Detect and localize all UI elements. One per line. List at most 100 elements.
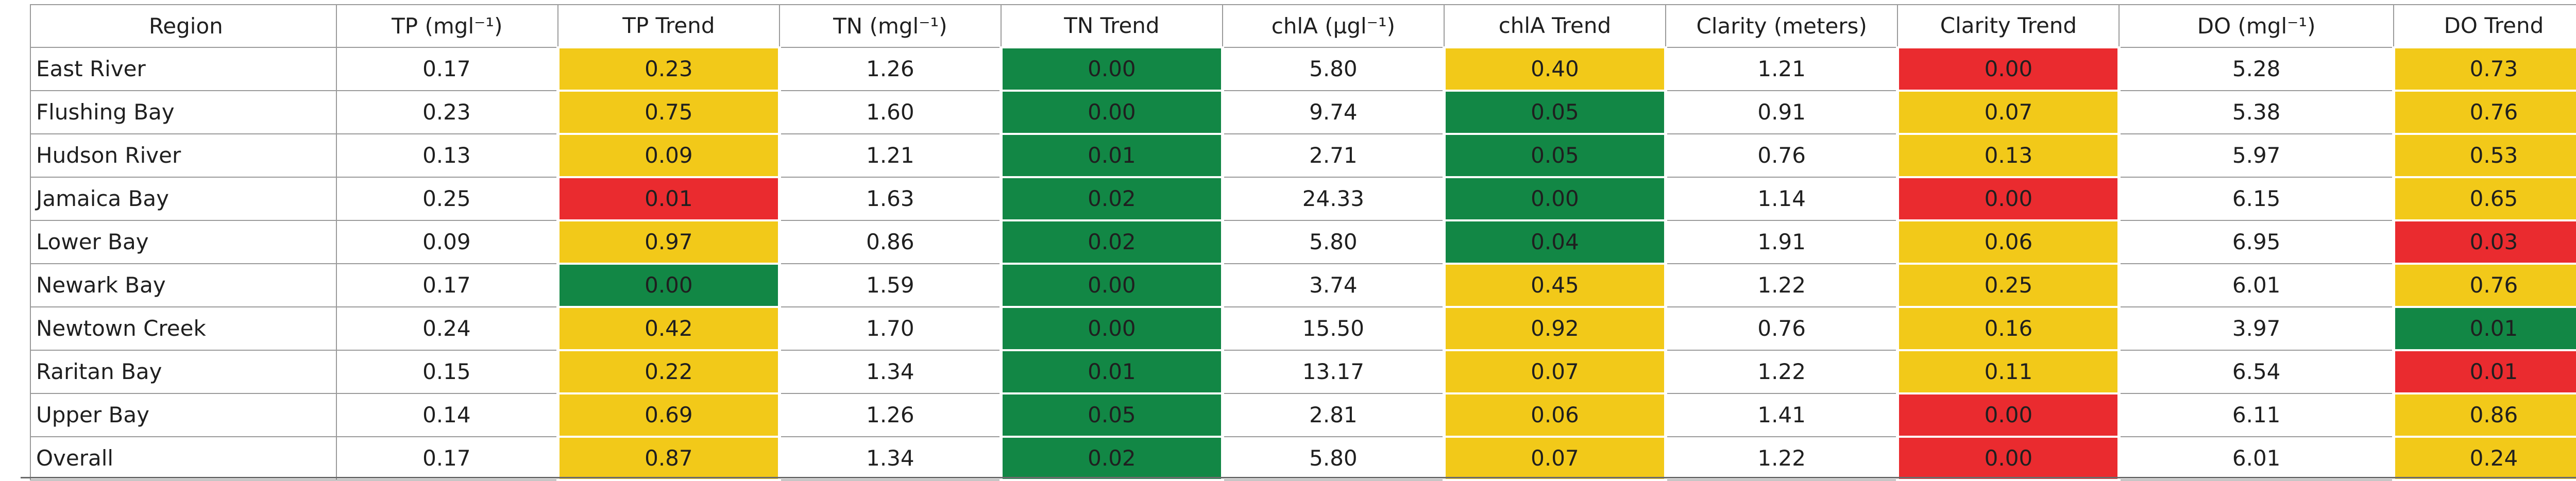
cell-tp: 0.25 bbox=[335, 177, 558, 221]
cell-chla: 2.81 bbox=[1222, 393, 1445, 437]
cell-chla-trend: 0.92 bbox=[1442, 306, 1667, 351]
water-quality-table-frame: Region TP (mgl⁻¹) TP Trend TN (mgl⁻¹) TN… bbox=[21, 0, 2576, 481]
cell-chla-trend: 0.04 bbox=[1442, 219, 1667, 265]
cell-chla: 13.17 bbox=[1222, 350, 1445, 394]
cell-region: Upper Bay bbox=[30, 393, 337, 437]
header-do-trend: DO Trend bbox=[2393, 4, 2576, 48]
cell-chla-trend: 0.05 bbox=[1442, 90, 1667, 135]
cell-do-trend: 0.73 bbox=[2392, 46, 2576, 92]
cell-chla-trend: 0.00 bbox=[1442, 176, 1667, 221]
cell-tp: 0.15 bbox=[335, 350, 558, 394]
cell-tp: 0.09 bbox=[335, 220, 558, 264]
cell-do: 6.15 bbox=[2119, 177, 2394, 221]
cell-chla-trend: 0.05 bbox=[1442, 133, 1667, 178]
cell-clarity-trend: 0.00 bbox=[1896, 176, 2121, 221]
cell-clarity-trend: 0.00 bbox=[1896, 46, 2121, 92]
header-do: DO (mgl⁻¹) bbox=[2119, 4, 2394, 48]
cell-do: 5.97 bbox=[2119, 133, 2394, 178]
cell-do: 6.95 bbox=[2119, 220, 2394, 264]
cell-tn: 1.26 bbox=[778, 47, 1002, 91]
cell-chla-trend: 0.06 bbox=[1442, 392, 1667, 438]
cell-tn: 1.70 bbox=[778, 306, 1002, 351]
cell-tn-trend: 0.02 bbox=[999, 176, 1224, 221]
table-row: Overall 0.17 0.87 1.34 0.02 5.80 0.07 1.22 0.00 6… bbox=[30, 436, 2576, 481]
cell-do-trend: 0.53 bbox=[2392, 133, 2576, 178]
cell-clarity-trend: 0.25 bbox=[1896, 263, 2121, 308]
header-region: Region bbox=[30, 4, 337, 48]
header-tn: TN (mgl⁻¹) bbox=[778, 4, 1002, 48]
cell-chla-trend: 0.07 bbox=[1442, 349, 1667, 394]
cell-do: 5.38 bbox=[2119, 90, 2394, 134]
cell-region: Hudson River bbox=[30, 133, 337, 178]
cell-clarity: 1.14 bbox=[1665, 177, 1899, 221]
cell-tp-trend: 0.22 bbox=[556, 349, 781, 394]
table-row: Newark Bay 0.17 0.00 1.59 0.00 3.74 0.45 1.22 0.… bbox=[30, 263, 2576, 308]
table-row: East River 0.17 0.23 1.26 0.00 5.80 0.40 1.21 0.… bbox=[30, 46, 2576, 92]
cell-tn: 1.60 bbox=[778, 90, 1002, 134]
cell-tp-trend: 0.01 bbox=[556, 176, 781, 221]
cell-tp-trend: 0.00 bbox=[556, 263, 781, 308]
cell-do-trend: 0.03 bbox=[2392, 219, 2576, 265]
cell-tp: 0.13 bbox=[335, 133, 558, 178]
cell-tp: 0.17 bbox=[335, 47, 558, 91]
cell-clarity: 1.22 bbox=[1665, 350, 1899, 394]
cell-tn-trend: 0.05 bbox=[999, 392, 1224, 438]
cell-chla: 5.80 bbox=[1222, 220, 1445, 264]
table-row: Jamaica Bay 0.25 0.01 1.63 0.02 24.33 0.00 1.14… bbox=[30, 176, 2576, 221]
cell-tn: 1.21 bbox=[778, 133, 1002, 178]
cell-clarity: 0.76 bbox=[1665, 133, 1899, 178]
cell-chla: 24.33 bbox=[1222, 177, 1445, 221]
cell-chla: 5.80 bbox=[1222, 47, 1445, 91]
cell-tn-trend: 0.00 bbox=[999, 306, 1224, 351]
water-quality-table: Region TP (mgl⁻¹) TP Trend TN (mgl⁻¹) TN… bbox=[30, 4, 2576, 481]
cell-do-trend: 0.65 bbox=[2392, 176, 2576, 221]
cell-tn: 0.86 bbox=[778, 220, 1002, 264]
cell-do: 6.01 bbox=[2119, 263, 2394, 307]
cell-chla: 15.50 bbox=[1222, 306, 1445, 351]
header-clarity: Clarity (meters) bbox=[1665, 4, 1899, 48]
cell-tp-trend: 0.09 bbox=[556, 133, 781, 178]
cell-clarity-trend: 0.11 bbox=[1896, 349, 2121, 394]
cell-chla-trend: 0.07 bbox=[1442, 436, 1667, 481]
header-chla-trend: chlA Trend bbox=[1443, 4, 1666, 48]
cell-clarity-trend: 0.13 bbox=[1896, 133, 2121, 178]
cell-do-trend: 0.76 bbox=[2392, 263, 2576, 308]
table-row: Hudson River 0.13 0.09 1.21 0.01 2.71 0.05 0.76… bbox=[30, 133, 2576, 178]
cell-clarity: 1.22 bbox=[1665, 436, 1899, 480]
table-row: Newtown Creek 0.24 0.42 1.70 0.00 15.50 0.92 0.… bbox=[30, 306, 2576, 351]
cell-tn-trend: 0.01 bbox=[999, 349, 1224, 394]
cell-chla: 3.74 bbox=[1222, 263, 1445, 307]
cell-chla-trend: 0.45 bbox=[1442, 263, 1667, 308]
cell-region: Overall bbox=[30, 436, 337, 480]
cell-clarity-trend: 0.00 bbox=[1896, 392, 2121, 438]
cell-clarity: 1.22 bbox=[1665, 263, 1899, 307]
cell-do-trend: 0.24 bbox=[2392, 436, 2576, 481]
cell-clarity: 1.91 bbox=[1665, 220, 1899, 264]
cell-clarity: 0.91 bbox=[1665, 90, 1899, 134]
cell-region: Raritan Bay bbox=[30, 350, 337, 394]
cell-tn-trend: 0.02 bbox=[999, 219, 1224, 265]
cell-clarity-trend: 0.06 bbox=[1896, 219, 2121, 265]
cell-do: 6.54 bbox=[2119, 350, 2394, 394]
cell-chla: 5.80 bbox=[1222, 436, 1445, 480]
cell-chla-trend: 0.40 bbox=[1442, 46, 1667, 92]
cell-clarity: 1.21 bbox=[1665, 47, 1899, 91]
cell-clarity-trend: 0.07 bbox=[1896, 90, 2121, 135]
cell-region: Jamaica Bay bbox=[30, 177, 337, 221]
table-row: Flushing Bay 0.23 0.75 1.60 0.00 9.74 0.05 0.91… bbox=[30, 90, 2576, 135]
cell-tp: 0.17 bbox=[335, 263, 558, 307]
cell-tn-trend: 0.00 bbox=[999, 46, 1224, 92]
cell-clarity: 0.76 bbox=[1665, 306, 1899, 351]
cell-region: Lower Bay bbox=[30, 220, 337, 264]
header-clarity-trend: Clarity Trend bbox=[1897, 4, 2120, 48]
cell-tp-trend: 0.87 bbox=[556, 436, 781, 481]
cell-tp-trend: 0.42 bbox=[556, 306, 781, 351]
cell-region: East River bbox=[30, 47, 337, 91]
cell-tn-trend: 0.00 bbox=[999, 263, 1224, 308]
cell-tn: 1.26 bbox=[778, 393, 1002, 437]
cell-tn: 1.34 bbox=[778, 350, 1002, 394]
cell-do-trend: 0.76 bbox=[2392, 90, 2576, 135]
header-chla: chlA (µgl⁻¹) bbox=[1222, 4, 1445, 48]
cell-tp-trend: 0.69 bbox=[556, 392, 781, 438]
cell-do: 5.28 bbox=[2119, 47, 2394, 91]
